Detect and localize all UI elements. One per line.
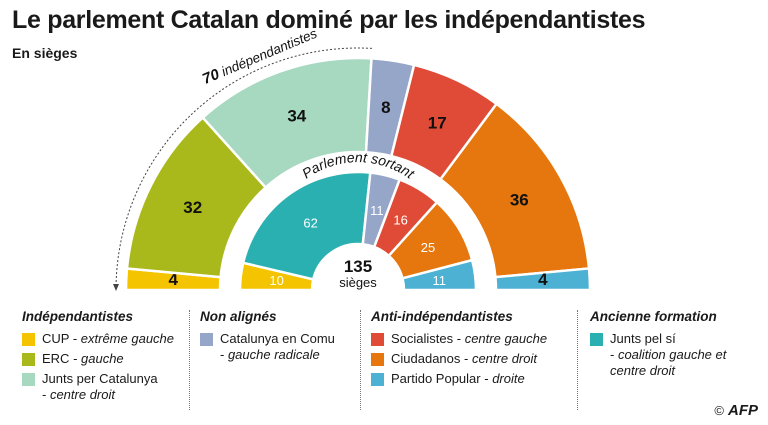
legend-item-desc: extrême gauche: [80, 331, 175, 346]
chart-title: Le parlement Catalan dominé par les indé…: [12, 6, 646, 34]
legend-swatch: [371, 353, 384, 366]
legend-separator: [189, 310, 190, 410]
legend-heading: Indépendantistes: [22, 309, 134, 324]
legend-item-name: Junts per Catalunya: [42, 371, 158, 386]
inner-label-cup: 10: [269, 273, 283, 288]
legend-item-comu: Catalunya en Comu - gauche radicale: [200, 331, 360, 363]
inner-ring: 10 62 11 16 25 11: [238, 170, 478, 292]
legend-item-name: Catalunya en Comu: [220, 331, 335, 346]
inner-seg-partido-popular: [400, 258, 478, 292]
legend-heading: Anti-indépendantistes: [371, 309, 513, 324]
afp-logo: AFP: [728, 402, 758, 419]
outer-label-socialistes: 17: [428, 114, 447, 133]
legend-item-name: ERC: [42, 351, 70, 366]
legend-separator: [360, 310, 361, 410]
legend-item-name: Junts pel sí: [610, 331, 676, 346]
chart-subtitle: En sièges: [12, 45, 78, 61]
legend-item-name: Ciudadanos: [391, 351, 461, 366]
legend-swatch: [22, 373, 35, 386]
legend-separator: [577, 310, 578, 410]
legend-item-desc: droite: [492, 371, 525, 386]
legend-swatch: [590, 333, 603, 346]
copyright-symbol: ©: [714, 403, 724, 418]
outer-label-junts-per-catalunya: 34: [287, 106, 306, 125]
legend-heading: Ancienne formation: [590, 309, 717, 324]
legend-swatch: [22, 353, 35, 366]
legend-group-independentists: Indépendantistes CUP - extrême gauche ER…: [22, 309, 192, 407]
legend-heading: Non alignés: [200, 309, 277, 324]
legend-group-former: Ancienne formation Junts pel sí - coaliti…: [590, 309, 760, 383]
outer-label-ciudadanos: 36: [510, 190, 529, 209]
legend-group-anti-independentists: Anti-indépendantistes Socialistes - cent…: [371, 309, 571, 391]
legend-item-desc: centre droit: [471, 351, 537, 366]
legend-swatch: [371, 373, 384, 386]
legend-item-desc: centre droit: [49, 387, 115, 402]
legend-group-non-aligned: Non alignés Catalunya en Comu - gauche ra…: [200, 309, 360, 367]
outer-label-catalunya-en-comu: 8: [381, 98, 390, 117]
legend-item-erc: ERC - gauche: [22, 351, 192, 367]
inner-label-catalunya-en-comu: 11: [370, 203, 384, 218]
total-seats-value: 135: [344, 257, 372, 276]
legend-item-desc: centre gauche: [464, 331, 548, 346]
inner-label-partido-popular: 11: [433, 273, 447, 288]
legend-item-desc: gauche radicale: [227, 347, 320, 362]
outer-label-erc: 32: [183, 198, 202, 217]
legend-item-cup: CUP - extrême gauche: [22, 331, 192, 347]
legend-item-psc: Socialistes - centre gauche: [371, 331, 571, 347]
legend-item-name: Socialistes: [391, 331, 454, 346]
legend-item-jxsi: Junts pel sí - coalition gauche et centre…: [590, 331, 760, 379]
inner-label-socialistes: 16: [393, 213, 407, 228]
legend-swatch: [200, 333, 213, 346]
legend-item-name: CUP: [42, 331, 70, 346]
legend-item-junts: Junts per Catalunya - centre droit: [22, 371, 192, 403]
legend-item-cs: Ciudadanos - centre droit: [371, 351, 571, 367]
outer-label-partido-popular: 4: [538, 270, 548, 289]
credit: © AFP: [714, 402, 758, 419]
legend-item-desc: coalition gauche et centre droit: [610, 347, 727, 378]
legend-swatch: [22, 333, 35, 346]
inner-label-ciudadanos: 25: [421, 240, 435, 255]
outer-ring: 4 32 34 8 17 36 4: [124, 56, 592, 292]
outer-seg-partido-popular: [494, 267, 592, 292]
indep-count-value: 70: [200, 66, 223, 88]
legend-item-name: Partido Popular: [391, 371, 481, 386]
inner-seg-junts-pel-si: [241, 170, 372, 281]
outer-label-cup: 4: [168, 270, 178, 289]
legend-item-desc: gauche: [81, 351, 124, 366]
inner-label-junts-pel-si: 62: [303, 216, 317, 231]
indep-bracket-arc: [115, 47, 373, 291]
total-seats-unit: sièges: [339, 275, 377, 290]
legend-item-pp: Partido Popular - droite: [371, 371, 571, 387]
indep-bracket-arrow: [113, 284, 119, 291]
legend-swatch: [371, 333, 384, 346]
